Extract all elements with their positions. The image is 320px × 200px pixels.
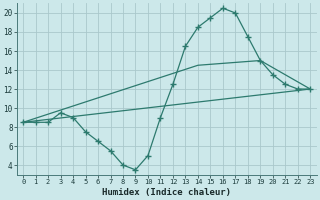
X-axis label: Humidex (Indice chaleur): Humidex (Indice chaleur) bbox=[102, 188, 231, 197]
